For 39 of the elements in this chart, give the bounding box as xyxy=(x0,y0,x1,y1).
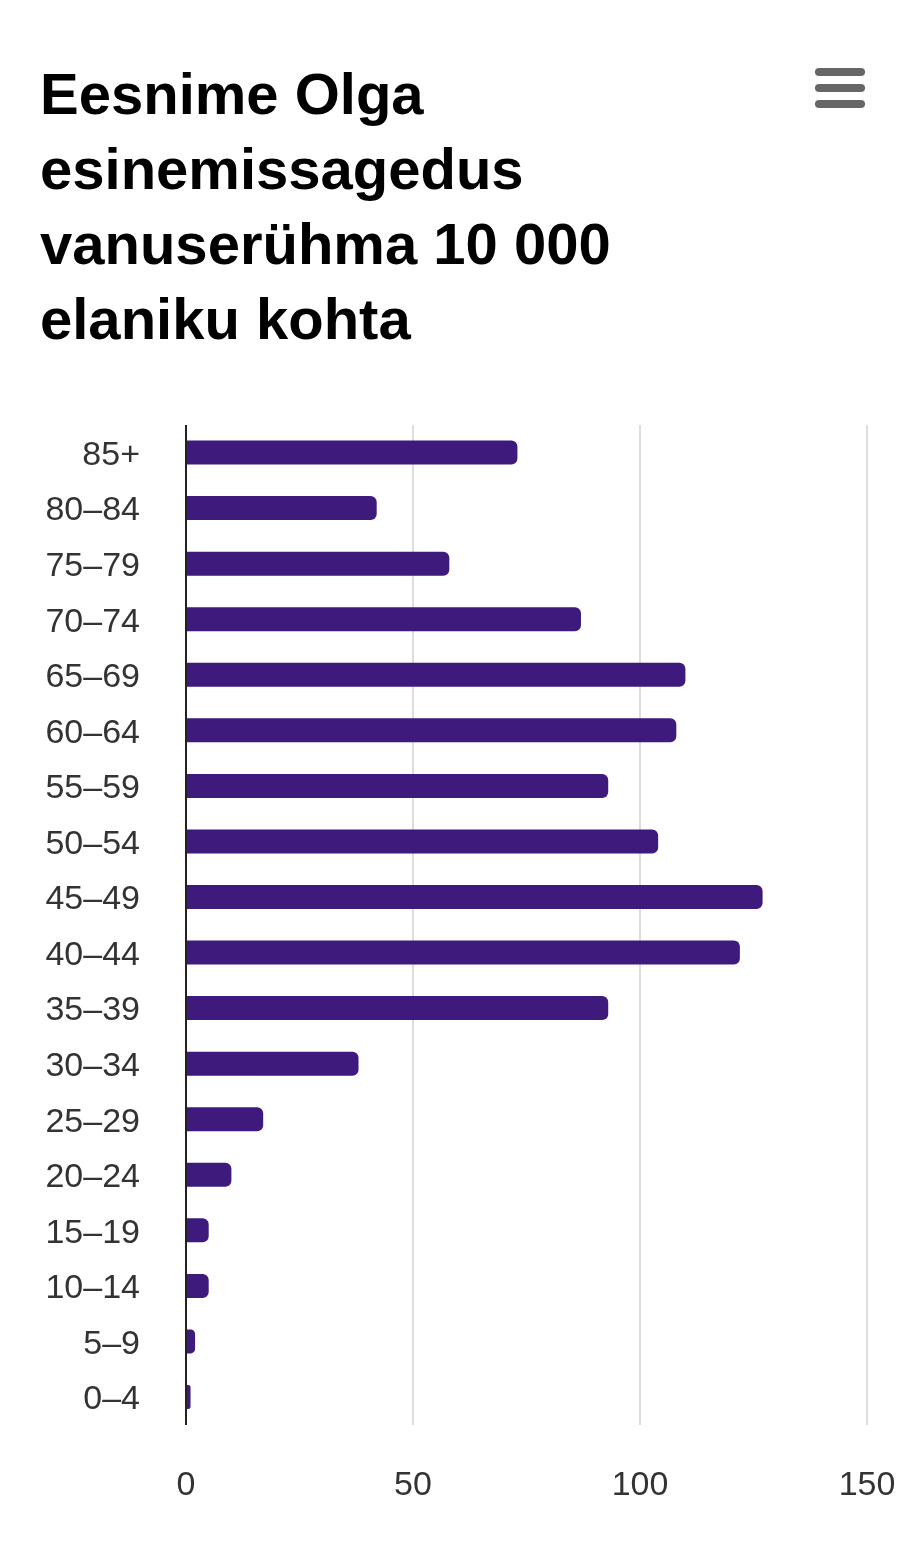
y-tick-label: 35–39 xyxy=(45,989,140,1028)
y-tick-label: 55–59 xyxy=(45,767,140,806)
x-tick-label: 150 xyxy=(838,1464,896,1503)
bar xyxy=(186,440,518,465)
y-tick-label: 15–19 xyxy=(45,1211,140,1250)
x-tick-label: 0 xyxy=(176,1464,196,1503)
bar xyxy=(186,718,677,743)
y-tick-label: 65–69 xyxy=(45,656,140,695)
bar xyxy=(186,940,740,965)
bar xyxy=(186,996,609,1021)
y-tick-label: 20–24 xyxy=(45,1156,140,1195)
y-tick-label: 70–74 xyxy=(45,600,140,639)
bar xyxy=(186,551,450,576)
x-tick-label: 50 xyxy=(394,1464,432,1503)
y-tick-label: 60–64 xyxy=(45,711,140,750)
bar xyxy=(186,773,609,798)
y-tick-label: 30–34 xyxy=(45,1044,140,1083)
y-tick-label: 5–9 xyxy=(83,1322,140,1361)
y-tick-label: 45–49 xyxy=(45,878,140,917)
bar xyxy=(186,1051,359,1076)
y-tick-label: 85+ xyxy=(82,433,140,472)
x-tick-label: 100 xyxy=(611,1464,669,1503)
y-tick-label: 50–54 xyxy=(45,822,140,861)
y-tick-label: 25–29 xyxy=(45,1100,140,1139)
bar xyxy=(186,885,763,909)
bar xyxy=(186,1218,209,1243)
bar xyxy=(186,662,686,687)
bar xyxy=(186,1107,264,1132)
bar xyxy=(186,496,377,521)
y-tick-label: 40–44 xyxy=(45,933,140,972)
bar xyxy=(186,1273,209,1298)
y-tick-label: 80–84 xyxy=(45,489,140,528)
y-tick-label: 0–4 xyxy=(83,1378,140,1417)
bar xyxy=(186,829,659,854)
y-tick-label: 10–14 xyxy=(45,1267,140,1306)
y-tick-label: 75–79 xyxy=(45,544,140,583)
bar xyxy=(186,607,581,632)
bar xyxy=(186,1162,232,1187)
chart-title: Eesnime Olga esinemissagedus vanuserühma 10 000 elaniku kohta xyxy=(39,60,612,353)
